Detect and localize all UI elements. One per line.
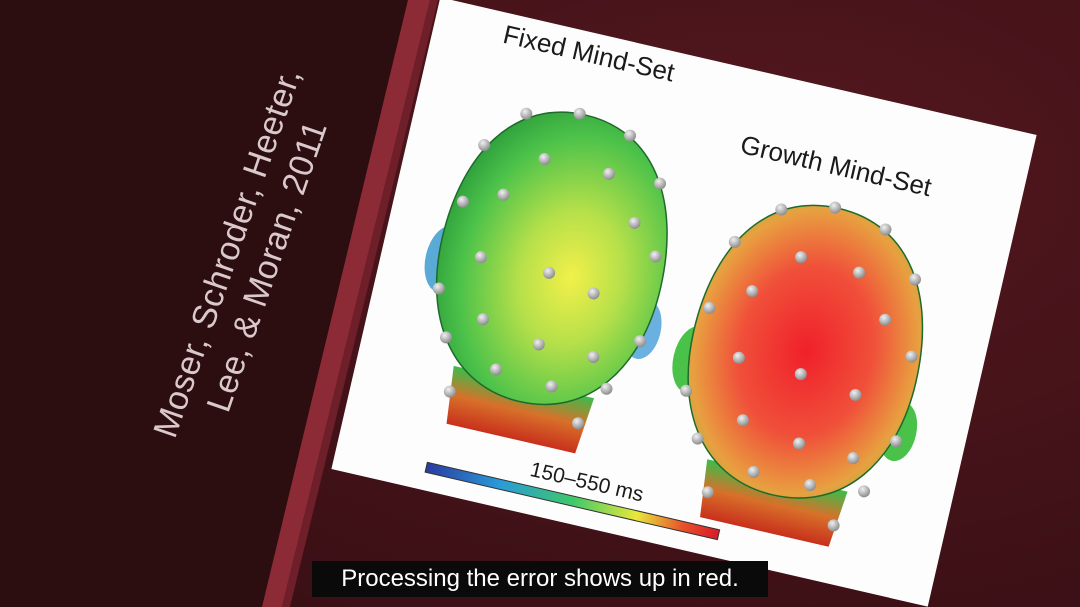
colorbar [424, 461, 721, 541]
head-fixed-mindset [424, 107, 668, 454]
subtitle-caption: Processing the error shows up in red. [312, 561, 768, 597]
head-growth-mindset [672, 201, 924, 547]
